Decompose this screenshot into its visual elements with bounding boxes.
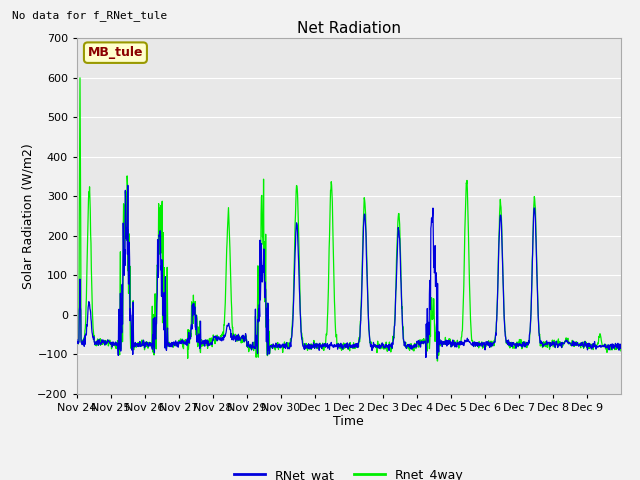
Y-axis label: Solar Radiation (W/m2): Solar Radiation (W/m2) [22, 143, 35, 289]
Title: Net Radiation: Net Radiation [297, 21, 401, 36]
Legend: RNet_wat, Rnet_4way: RNet_wat, Rnet_4way [229, 464, 468, 480]
X-axis label: Time: Time [333, 415, 364, 429]
Text: MB_tule: MB_tule [88, 46, 143, 59]
Text: No data for f_RNet_tule: No data for f_RNet_tule [12, 10, 167, 21]
